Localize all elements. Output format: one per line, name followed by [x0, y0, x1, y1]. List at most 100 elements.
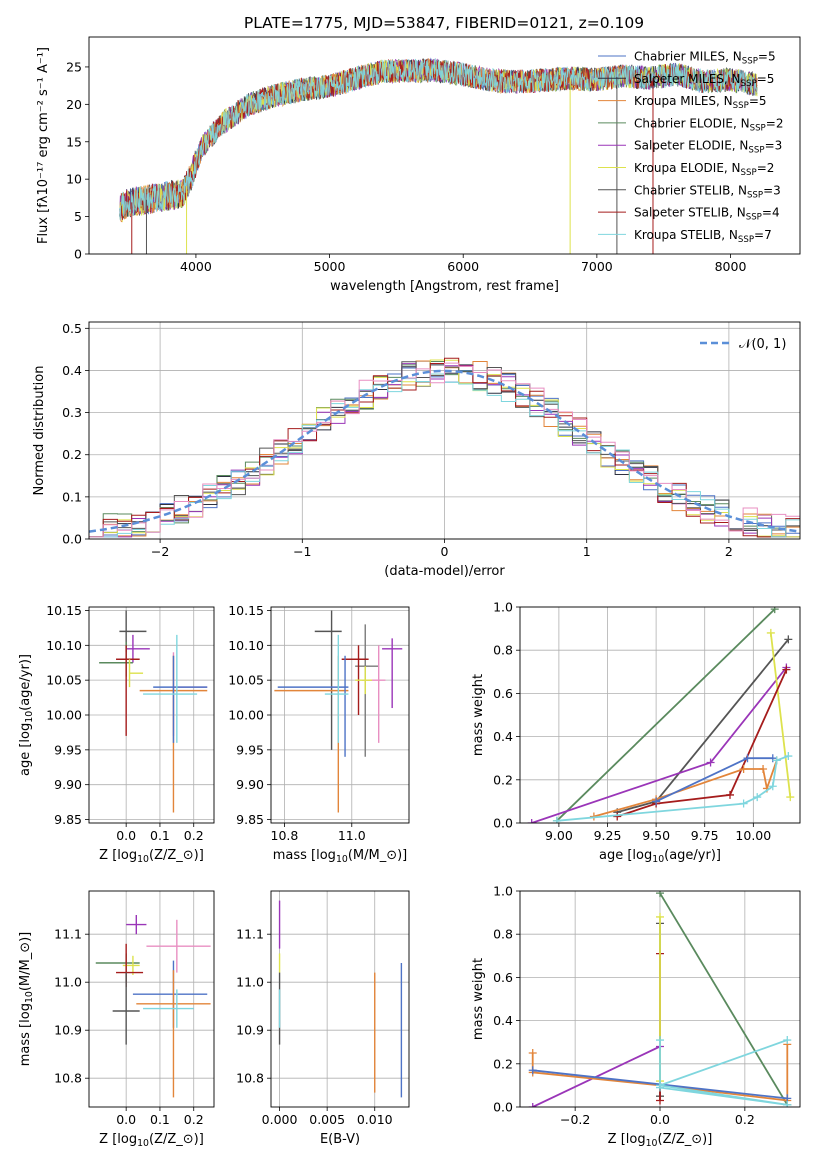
weight-marker — [739, 799, 748, 808]
weight-marker — [613, 812, 622, 821]
weight-marker — [656, 891, 664, 898]
y-tick-label: 15 — [66, 134, 82, 149]
y-tick-label: 10.8 — [54, 1071, 82, 1086]
y-tick-label: 9.85 — [236, 812, 264, 827]
x-tick-label: 8000 — [715, 259, 747, 274]
weight-line — [616, 669, 788, 818]
x-tick-label: 9.75 — [691, 828, 719, 843]
x-tick-label: 4000 — [180, 259, 212, 274]
weight-marker — [527, 819, 536, 823]
normal-curve — [89, 369, 800, 533]
error-point — [143, 989, 194, 1028]
y-tick-label: 0.8 — [493, 927, 513, 942]
y-tick-label: 0.4 — [62, 363, 82, 378]
axes-frame — [270, 606, 410, 824]
x-axis-label: E(B-V) — [320, 1132, 360, 1147]
x-tick-label: 0.0 — [116, 828, 136, 843]
error-point — [382, 638, 403, 709]
y-tick-label: 11.1 — [54, 927, 82, 942]
y-tick-label: 0.2 — [493, 1056, 513, 1071]
weight-marker — [656, 1081, 664, 1090]
y-tick-label: 0.6 — [493, 686, 513, 701]
y-axis-label: age [log10(age/yr)] — [18, 654, 35, 776]
mass-vs-metallicity: 0.0 0.1 0.2 10.8 10.9 11.0 11.1 Z [log10(Z/Z_⊙)… — [18, 890, 215, 1149]
spectrum-line — [119, 57, 624, 223]
error-point — [132, 960, 208, 1028]
weight-marker — [784, 635, 793, 644]
y-tick-label: 11.0 — [236, 975, 264, 990]
age-vs-metallicity: 0.0 0.1 0.2 9.85 9.90 9.95 10.00 10.05 10.10 10.1… — [18, 603, 215, 865]
histogram-step — [89, 362, 800, 538]
error-point — [112, 972, 140, 1045]
x-tick-label: 9.25 — [594, 828, 622, 843]
weight-line — [659, 892, 789, 1106]
weight-marker — [656, 912, 664, 921]
legend-label: Salpeter ELODIE, NSSP=3 — [634, 139, 782, 156]
plot-area — [274, 610, 403, 813]
y-tick-label: 9.95 — [54, 742, 82, 757]
x-tick-label: 10.00 — [735, 828, 771, 843]
axes-frame — [88, 321, 801, 540]
x-axis-label: Z [log10(Z/Z_⊙)] — [608, 1132, 713, 1149]
weight-marker — [783, 1100, 792, 1107]
weight-marker — [786, 793, 795, 802]
y-tick-label: 9.90 — [236, 777, 264, 792]
weight-marker — [656, 1036, 664, 1045]
y-tick-label: 0.6 — [493, 970, 513, 985]
x-axis-label: (data-model)/error — [384, 564, 505, 579]
legend-label: Kroupa MILES, NSSP=5 — [634, 94, 767, 111]
weight-line — [769, 632, 792, 798]
mass-weight-vs-metallicity: −0.2 0.0 0.2 0.0 0.2 0.4 0.6 0.8 1.0 Z [log10(Z/Z… — [471, 884, 801, 1149]
x-axis-label: Z [log10(Z/Z_⊙)] — [99, 1132, 204, 1149]
x-tick-label: 11.0 — [338, 828, 366, 843]
y-tick-label: 10.10 — [46, 638, 82, 653]
y-tick-label: 0.0 — [493, 1100, 513, 1115]
chart-title: PLATE=1775, MJD=53847, FIBERID=0121, z=0… — [244, 14, 644, 32]
axes-frame — [519, 890, 801, 1108]
x-tick-label: 2 — [725, 544, 733, 559]
y-tick-label: 9.85 — [54, 812, 82, 827]
x-tick-label: 0.0 — [650, 1112, 670, 1127]
weight-marker — [528, 1103, 537, 1107]
x-tick-label: 0.005 — [309, 1112, 345, 1127]
weight-marker — [656, 1096, 664, 1105]
x-tick-label: 0.1 — [150, 1112, 170, 1127]
y-axis-label: mass [log10(M/M_⊙)] — [18, 932, 35, 1067]
plot-area — [89, 357, 800, 538]
x-tick-label: 0.010 — [357, 1112, 393, 1127]
x-tick-label: 7000 — [581, 259, 613, 274]
weight-marker — [753, 793, 762, 802]
x-tick-label: 9.50 — [642, 828, 670, 843]
y-tick-label: 10.15 — [46, 603, 82, 618]
error-point — [153, 655, 208, 743]
plot-area — [527, 607, 795, 823]
plot-area — [278, 900, 403, 1098]
y-tick-label: 11.0 — [54, 975, 82, 990]
y-tick-label: 0.2 — [62, 447, 82, 462]
weight-marker — [759, 765, 768, 773]
x-axis-label: age [log10(age/yr)] — [599, 848, 721, 865]
y-tick-label: 0.0 — [493, 816, 513, 831]
axes-frame — [88, 606, 215, 824]
y-tick-label: 0 — [74, 247, 82, 262]
x-tick-label: 1 — [583, 544, 591, 559]
error-point — [143, 634, 198, 743]
x-tick-label: 0.2 — [184, 1112, 204, 1127]
weight-marker — [739, 765, 748, 773]
legend-label: Kroupa STELIB, NSSP=7 — [634, 228, 772, 245]
y-tick-label: 0.1 — [62, 489, 82, 504]
weight-marker — [652, 797, 661, 806]
x-tick-label: 9.00 — [545, 828, 573, 843]
plot-area — [95, 915, 211, 1098]
weight-marker — [706, 758, 715, 767]
y-tick-label: 11.1 — [236, 927, 264, 942]
weight-line — [556, 755, 789, 822]
y-tick-label: 0.4 — [493, 729, 513, 744]
plot-area — [99, 610, 208, 813]
y-tick-label: 0.3 — [62, 405, 82, 420]
y-tick-label: 1.0 — [493, 600, 513, 615]
x-tick-label: 0 — [441, 544, 449, 559]
x-tick-label: −1 — [293, 544, 311, 559]
y-axis-label: Flux [fλ10⁻¹⁷ erg cm⁻² s⁻¹ A⁻¹] — [36, 47, 51, 244]
axes-frame — [88, 36, 801, 255]
